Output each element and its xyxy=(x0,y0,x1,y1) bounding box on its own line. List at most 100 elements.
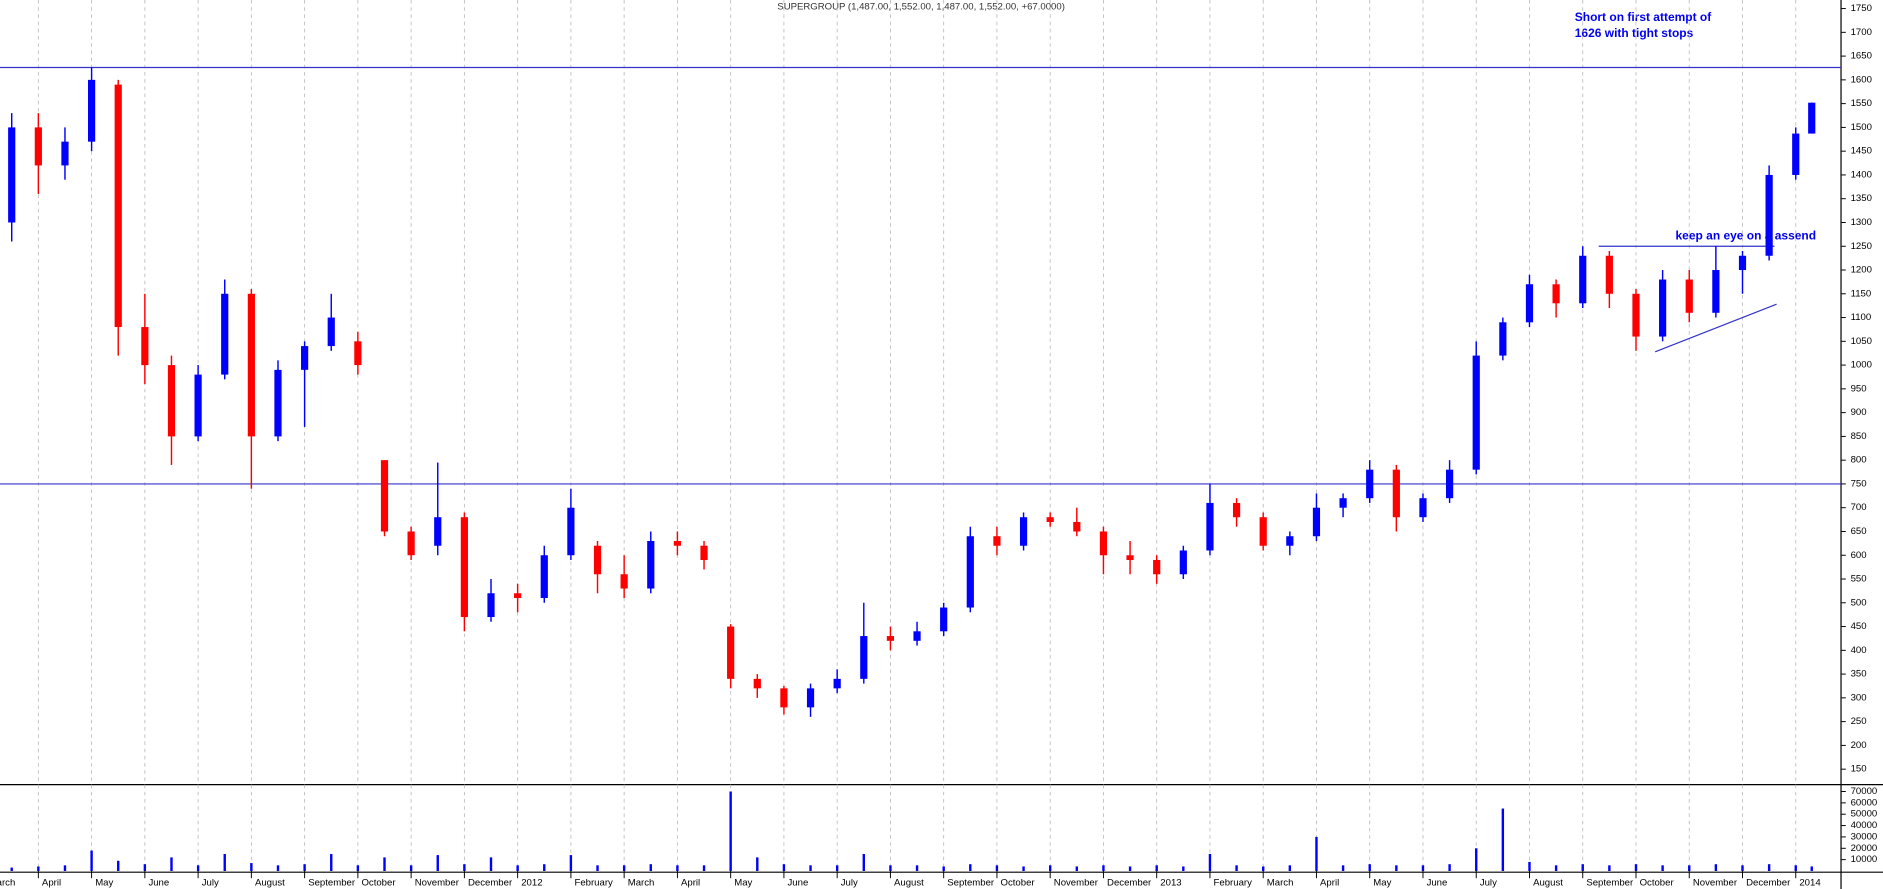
volume-bar xyxy=(90,850,93,872)
candle-body xyxy=(1286,536,1294,546)
candle-body xyxy=(1019,517,1028,546)
volume-tick-label: 40000 xyxy=(1851,820,1878,831)
candle-body xyxy=(1792,133,1800,175)
volume-bar xyxy=(1048,865,1052,872)
candle-body xyxy=(354,341,362,366)
x-tick-label: August xyxy=(255,878,285,889)
y-tick-label: 950 xyxy=(1851,383,1867,394)
volume-bar xyxy=(1501,808,1505,872)
candle-body xyxy=(993,536,1001,546)
volume-bar xyxy=(117,860,120,872)
x-tick-label: 2014 xyxy=(1799,878,1821,889)
candle-body xyxy=(487,593,495,618)
candle-body xyxy=(886,636,895,641)
candle-body xyxy=(34,127,42,166)
chart-title: SUPERGROUP (1,487.00, 1,552.00, 1,487.00… xyxy=(777,2,1065,13)
candle-body xyxy=(1073,521,1081,532)
candle-body xyxy=(8,127,16,223)
candle-body xyxy=(940,607,948,632)
candle-body xyxy=(1712,270,1720,313)
candle-body xyxy=(780,688,788,708)
y-tick-label: 1650 xyxy=(1851,51,1872,62)
candle-body xyxy=(753,678,761,689)
y-tick-label: 1600 xyxy=(1851,74,1872,85)
y-tick-label: 400 xyxy=(1851,645,1867,656)
x-tick-label: December xyxy=(1107,878,1152,889)
volume-bar xyxy=(729,791,732,872)
volume-bar xyxy=(835,865,839,872)
volume-bar xyxy=(1794,865,1797,872)
candle-body xyxy=(620,574,628,589)
volume-bar xyxy=(1341,865,1345,872)
candle-body xyxy=(1419,498,1427,518)
candle-body xyxy=(1153,559,1161,575)
volume-bar xyxy=(1075,866,1079,872)
candle-body xyxy=(1179,550,1187,575)
volume-bar xyxy=(1315,836,1318,872)
volume-bar xyxy=(330,853,333,872)
volume-bar xyxy=(1155,865,1158,872)
y-tick-label: 1050 xyxy=(1851,336,1872,347)
volume-bar xyxy=(596,865,599,872)
volume-bar xyxy=(1448,864,1451,872)
volume-bar xyxy=(1741,865,1744,872)
volume-bar xyxy=(649,864,652,872)
candle-body xyxy=(514,593,522,599)
y-tick-label: 1550 xyxy=(1851,98,1872,109)
candle-body xyxy=(1392,469,1400,518)
x-tick-label: December xyxy=(468,878,513,889)
volume-tick-label: 50000 xyxy=(1851,809,1878,820)
y-tick-label: 900 xyxy=(1851,407,1867,418)
candle-body xyxy=(1312,507,1321,537)
volume-bar xyxy=(995,865,999,872)
x-tick-label: November xyxy=(415,878,460,889)
candle-body xyxy=(434,517,442,546)
volume-bar xyxy=(276,865,280,872)
candle-body xyxy=(88,79,96,142)
y-tick-label: 200 xyxy=(1851,740,1867,751)
volume-bar xyxy=(1421,865,1425,872)
volume-bar xyxy=(543,864,546,872)
volume-bar xyxy=(756,857,759,872)
volume-tick-label: 30000 xyxy=(1851,831,1878,842)
volume-bar xyxy=(37,866,40,872)
volume-bar xyxy=(1368,864,1371,872)
candle-body xyxy=(407,531,415,556)
candle-body xyxy=(647,540,655,589)
candle-body xyxy=(1446,469,1454,499)
volume-bar xyxy=(1102,865,1105,872)
x-tick-label: November xyxy=(1054,878,1099,889)
candle-body xyxy=(727,626,735,679)
y-tick-label: 850 xyxy=(1851,431,1867,442)
x-tick-label: November xyxy=(1693,878,1738,889)
volume-bar xyxy=(1208,853,1212,872)
candle-body xyxy=(700,545,708,560)
volume-bar xyxy=(250,863,253,872)
volume-bar xyxy=(1395,865,1398,872)
volume-bar xyxy=(889,865,892,872)
y-tick-label: 1400 xyxy=(1851,169,1872,180)
volume-bar xyxy=(1714,864,1718,872)
volume-bar xyxy=(516,865,519,872)
volume-bar xyxy=(1810,866,1813,872)
volume-bar xyxy=(1128,866,1132,872)
volume-bar xyxy=(1688,865,1691,872)
y-tick-label: 1100 xyxy=(1851,312,1872,323)
volume-bar xyxy=(1767,864,1771,872)
volume-bar xyxy=(463,864,466,872)
volume-bar xyxy=(1475,848,1478,872)
x-tick-label: April xyxy=(42,878,61,889)
y-tick-label: 650 xyxy=(1851,526,1867,537)
y-tick-label: 1450 xyxy=(1851,146,1872,157)
y-tick-label: 350 xyxy=(1851,669,1867,680)
candle-body xyxy=(1366,469,1374,499)
volume-bar xyxy=(1634,864,1638,872)
y-tick-label: 500 xyxy=(1851,597,1867,608)
y-tick-label: 1250 xyxy=(1851,241,1872,252)
candle-body xyxy=(1339,498,1347,508)
annotation: keep an eye on a assend xyxy=(1676,229,1817,243)
volume-bar xyxy=(809,865,812,872)
x-tick-label: August xyxy=(1533,878,1563,889)
volume-bar xyxy=(702,865,706,872)
x-tick-label: May xyxy=(95,878,113,889)
